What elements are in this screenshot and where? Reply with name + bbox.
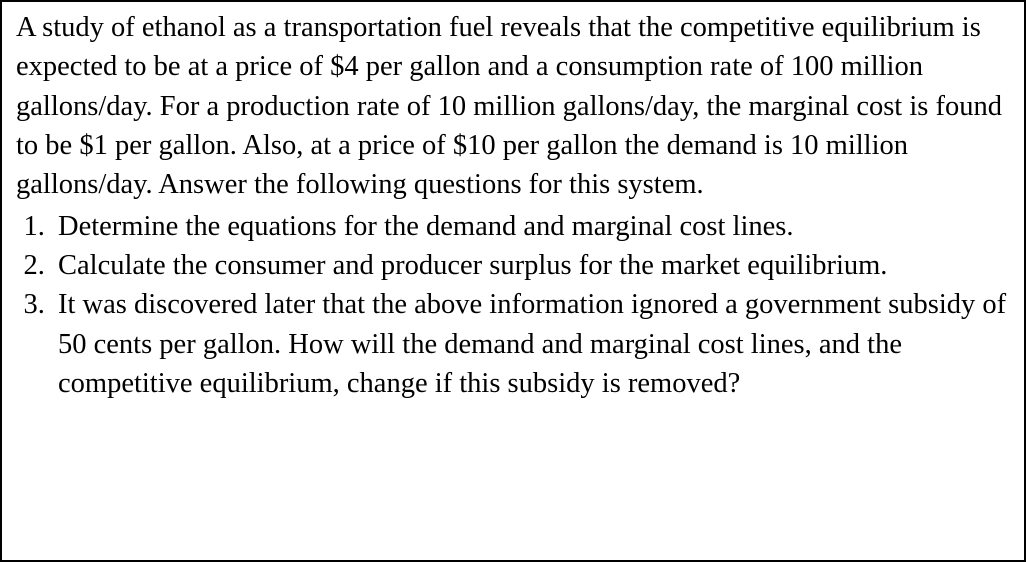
question-list: Determine the equations for the demand a… [16, 207, 1024, 404]
question-item-1: Determine the equations for the demand a… [52, 207, 1024, 246]
question-item-3: It was discovered later that the above i… [52, 285, 1024, 403]
question-item-2: Calculate the consumer and producer surp… [52, 246, 1024, 285]
problem-intro: A study of ethanol as a transportation f… [16, 8, 1024, 205]
problem-page: A study of ethanol as a transportation f… [0, 0, 1026, 562]
